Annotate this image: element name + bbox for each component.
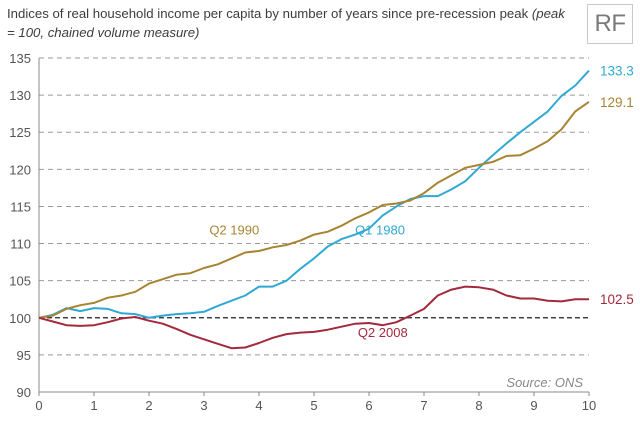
x-tick-label: 2 <box>145 398 152 413</box>
x-tick-label: 7 <box>420 398 427 413</box>
y-tick-label: 110 <box>10 237 31 252</box>
y-tick-label: 135 <box>9 51 31 66</box>
y-tick-label: 95 <box>17 348 31 363</box>
series-line <box>38 69 590 319</box>
x-tick-label: 8 <box>475 398 482 413</box>
x-tick-label: 0 <box>35 398 42 413</box>
series-end-label: 129.1 <box>600 95 634 110</box>
y-tick-label: 100 <box>9 311 31 326</box>
x-tick-label: 4 <box>255 398 262 413</box>
y-tick-label: 125 <box>9 125 31 140</box>
chart-title: Indices of real household income per cap… <box>7 4 567 42</box>
data-labels: 133.3 129.1 102.5 Q2 1990 Q1 1980 Q2 2008 Sour… <box>209 64 633 390</box>
series-line <box>38 100 590 319</box>
x-tick-label: 5 <box>310 398 317 413</box>
axes: 90 95 100 105 110 115 120 125 130 135 0 1 2 3 4 5 6 7 8 9 10 <box>9 51 596 413</box>
y-tick-label: 90 <box>17 385 31 400</box>
y-tick-label: 115 <box>10 199 31 214</box>
series-annotation: Q1 1980 <box>355 223 405 238</box>
x-tick-label: 10 <box>582 398 596 413</box>
y-tick-label: 105 <box>9 274 31 289</box>
chart-title-main: Indices of real household income per cap… <box>7 6 529 21</box>
y-tick-label: 130 <box>9 88 31 103</box>
series-line <box>38 285 589 350</box>
chart-subtitle: (peak = 100, chained volume measure) <box>7 6 565 40</box>
series-lines <box>38 69 590 350</box>
y-tick-label: 120 <box>9 162 31 177</box>
x-tick-label: 3 <box>200 398 207 413</box>
series-annotation: Q2 2008 <box>358 325 408 340</box>
rf-logo: RF <box>587 4 633 44</box>
grid-lines <box>39 57 589 356</box>
series-end-label: 102.5 <box>600 292 634 307</box>
x-tick-label: 9 <box>530 398 537 413</box>
series-annotation: Q2 1990 <box>209 223 259 238</box>
x-tick-label: 1 <box>90 398 97 413</box>
series-end-label: 133.3 <box>600 64 634 79</box>
source-note: Source: ONS <box>506 375 583 390</box>
x-tick-label: 6 <box>365 398 372 413</box>
